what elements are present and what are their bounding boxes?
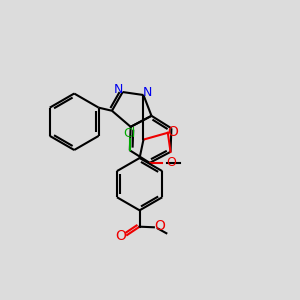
Text: Cl: Cl (124, 127, 136, 140)
Text: O: O (116, 229, 126, 243)
Text: N: N (113, 83, 123, 96)
Text: O: O (154, 219, 165, 233)
Text: N: N (142, 85, 152, 98)
Text: O: O (166, 156, 176, 170)
Text: O: O (168, 124, 178, 139)
